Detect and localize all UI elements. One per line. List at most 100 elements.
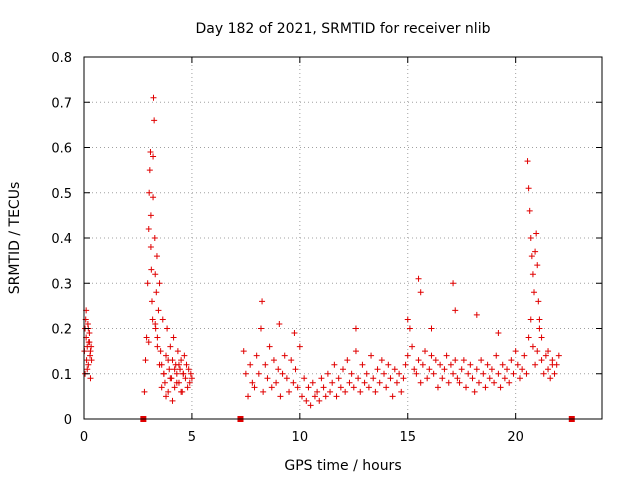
data-point [242,370,249,377]
x-tick-label: 0 [80,430,88,445]
data-point [156,361,163,368]
data-point [417,289,424,296]
data-point [88,357,95,364]
data-point [165,388,172,395]
data-point [253,352,260,359]
data-point [400,375,407,382]
data-point [291,330,298,337]
data-point [276,320,283,327]
data-point [428,352,435,359]
data-point [165,357,172,364]
data-point [145,339,152,346]
data-point [376,379,383,386]
data-point [86,339,93,346]
data-point [533,230,540,237]
data-point [255,370,262,377]
data-point [322,393,329,400]
data-point [148,266,155,273]
data-point [426,366,433,373]
data-point [163,352,170,359]
data-point [167,343,174,350]
data-point [372,388,379,395]
data-point [307,402,314,409]
data-point [262,361,269,368]
data-point [342,388,349,395]
data-point [327,388,334,395]
data-point [143,334,150,341]
data-point [506,379,513,386]
data-point [486,375,493,382]
chart-title: Day 182 of 2021, SRMTID for receiver nli… [196,21,491,37]
data-point [182,375,189,382]
data-point [404,316,411,323]
data-point [525,334,532,341]
data-point [270,357,277,364]
y-tick-label: 0.8 [51,51,72,66]
data-point [154,334,161,341]
data-point [534,262,541,269]
data-point [370,375,377,382]
data-point [512,348,519,355]
data-point [527,316,534,323]
data-point [450,370,457,377]
data-point [156,280,163,287]
data-point [187,370,194,377]
data-point [184,384,191,391]
data-point [417,379,424,386]
data-point [277,393,284,400]
data-point [152,271,159,278]
y-tick-label: 0.4 [51,232,72,247]
data-point [493,352,500,359]
data-point [157,348,164,355]
data-point [528,253,535,260]
data-point [257,325,264,332]
data-point [368,352,375,359]
data-point [286,388,293,395]
data-point [275,366,282,373]
data-point [437,361,444,368]
data-point [439,375,446,382]
data-point [141,388,148,395]
data-point [309,379,316,386]
data-point [318,375,325,382]
data-point [428,325,435,332]
data-point [473,311,480,318]
data-point [294,384,301,391]
data-point [549,361,556,368]
data-point [415,357,422,364]
data-point [542,352,549,359]
data-point [160,370,167,377]
data-point [458,366,465,373]
data-point [454,375,461,382]
data-point [514,361,521,368]
data-point [378,357,385,364]
data-point [419,361,426,368]
data-point [396,370,403,377]
data-point [409,343,416,350]
data-point [532,361,539,368]
data-point [188,375,195,382]
data-point [555,352,562,359]
data-point [525,185,532,192]
data-point [391,366,398,373]
data-point [296,343,303,350]
data-point [504,366,511,373]
data-point [279,370,286,377]
data-point [298,393,305,400]
data-point [424,375,431,382]
data-point [86,330,93,337]
data-point [482,384,489,391]
data-point [365,384,372,391]
data-point [398,388,405,395]
data-point [154,343,161,350]
data-point [333,393,340,400]
data-point [260,388,267,395]
data-point [387,375,394,382]
data-point [452,357,459,364]
data-point [495,330,502,337]
data-point [352,325,359,332]
data-point [551,370,558,377]
data-point [147,244,154,251]
data-point [145,225,152,232]
y-tick-label: 0.3 [51,277,72,292]
